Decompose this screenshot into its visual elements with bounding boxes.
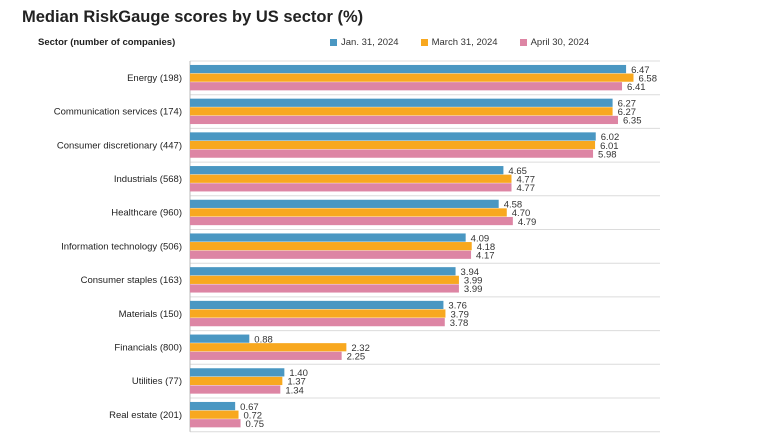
data-label: 3.94 [461, 267, 480, 278]
axis-label-sector: Sector (number of companies) [38, 37, 176, 48]
data-label: 6.02 [601, 132, 620, 143]
bar [190, 351, 342, 360]
bar [190, 242, 472, 251]
data-label: 4.18 [477, 242, 496, 253]
data-label: 0.88 [254, 334, 273, 345]
category-label: Consumer discretionary (447) [57, 140, 182, 151]
legend-swatch [519, 39, 527, 46]
data-label: 4.65 [508, 166, 527, 177]
data-label: 6.58 [638, 73, 657, 84]
data-label: 6.47 [631, 65, 650, 76]
bar [190, 216, 513, 226]
bar [190, 149, 594, 158]
bar [190, 174, 512, 183]
legend-swatch [330, 39, 337, 46]
data-label: 0.72 [244, 410, 263, 421]
category-label: Information technology (506) [61, 241, 182, 252]
data-label: 1.40 [289, 368, 308, 379]
category-label: Consumer staples (163) [81, 275, 182, 286]
bar [190, 73, 634, 82]
data-label: 6.27 [618, 107, 637, 118]
data-label: 3.79 [450, 309, 469, 320]
data-label: 4.77 [516, 183, 535, 194]
bar [190, 343, 347, 352]
bar [190, 82, 623, 91]
bar [190, 115, 618, 125]
category-label: Energy (198) [127, 73, 182, 84]
data-label: 4.79 [518, 217, 537, 228]
bar [190, 385, 281, 394]
legend-label: Jan. 31, 2024 [341, 37, 399, 48]
category-label: Utilities (77) [132, 376, 182, 387]
data-label: 6.41 [627, 82, 646, 93]
category-label: Industrials (568) [114, 174, 182, 185]
bar [190, 107, 613, 116]
data-label: 2.32 [351, 343, 370, 354]
data-label: 3.99 [464, 284, 483, 295]
legend: Jan. 31, 2024 March 31, 2024 April 30, 202… [330, 37, 589, 48]
bar [190, 300, 444, 310]
data-label: 3.76 [448, 301, 467, 312]
category-label: Financials (800) [114, 342, 182, 353]
bar [190, 98, 613, 107]
legend-item: Jan. 31, 2024 [330, 37, 399, 48]
data-label: 4.70 [512, 208, 531, 219]
data-label: 6.01 [600, 141, 619, 152]
data-label: 4.09 [471, 233, 490, 244]
legend-swatch [420, 39, 428, 46]
data-label: 0.67 [240, 402, 259, 413]
legend-item: March 31, 2024 [420, 37, 498, 48]
bar [190, 199, 499, 208]
data-label: 5.98 [598, 149, 617, 160]
data-label: 2.25 [347, 352, 366, 363]
data-label: 3.99 [464, 276, 483, 287]
bar [190, 140, 596, 150]
bar [190, 376, 283, 386]
bar [190, 309, 446, 318]
bar [190, 208, 507, 217]
bar [190, 334, 250, 343]
data-label: 4.77 [516, 174, 535, 185]
data-label: 3.78 [450, 318, 469, 329]
category-label: Healthcare (960) [111, 208, 182, 219]
data-label: 4.17 [476, 250, 495, 261]
data-label: 1.34 [285, 385, 304, 396]
data-label: 4.58 [504, 200, 523, 211]
bar [190, 318, 445, 327]
data-label: 0.75 [246, 419, 264, 430]
category-label: Real estate (201) [109, 410, 182, 421]
data-label: 1.37 [287, 377, 306, 388]
bar [190, 419, 241, 428]
data-label: 6.35 [623, 116, 642, 127]
legend-item: April 30, 2024 [519, 37, 590, 48]
legend-label: April 30, 2024 [530, 37, 590, 48]
bar [190, 275, 459, 284]
bar [190, 64, 627, 74]
bar [190, 233, 466, 242]
category-label: Communication services (174) [54, 107, 182, 118]
bar [190, 250, 472, 259]
bar [190, 132, 596, 141]
bar [190, 267, 456, 276]
bar [190, 410, 239, 419]
bar [190, 183, 512, 192]
bar [190, 401, 236, 411]
bar [190, 166, 504, 175]
chart-title: Median RiskGauge scores by US sector (%) [22, 8, 364, 26]
legend-label: March 31, 2024 [431, 37, 498, 48]
bar [190, 284, 459, 293]
category-label: Materials (150) [119, 309, 182, 320]
bar [190, 368, 285, 377]
data-label: 6.27 [618, 98, 637, 109]
